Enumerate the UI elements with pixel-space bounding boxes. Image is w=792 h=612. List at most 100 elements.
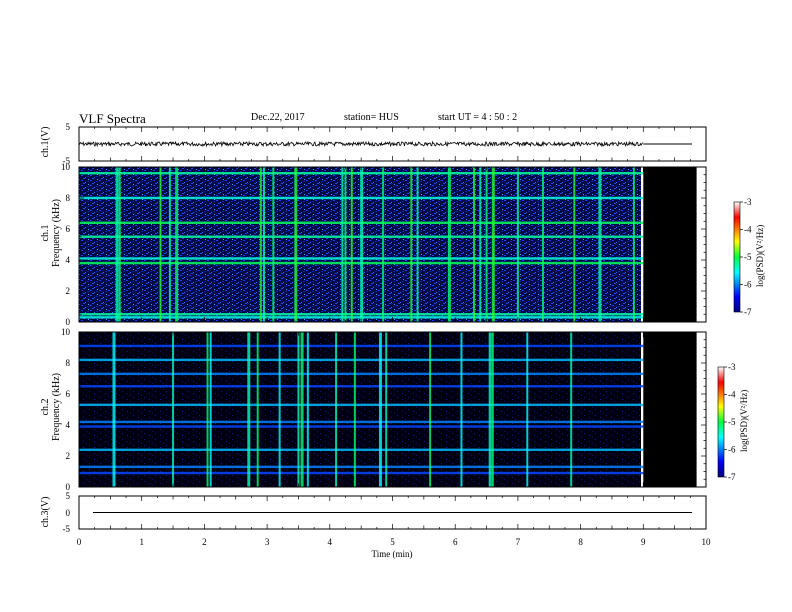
ch2-spectrogram-ytick-label: 2 [66,451,71,461]
time-axis-tick-label: 8 [578,537,583,547]
ch1-colorbar-ticks: -3 -4 -5 -6 -7 [740,197,752,317]
ch1-spectrogram-impulse [115,167,119,322]
ch2-colorbar-tick-label: -6 [728,445,736,455]
ch1-colorbar-tick-label: -7 [744,307,752,317]
ch1-spectrogram-impulse [410,167,413,322]
ch2-colorbar-tick-label: -7 [728,472,736,482]
time-axis-tick-label: 9 [641,537,646,547]
ch1-spectrogram-ytick-label: 2 [66,286,71,296]
time-axis-tick-labels: 0 1 2 3 4 5 6 7 8 9 10 [77,537,711,547]
ch1-colorbar-tick-label: -5 [744,252,752,262]
figure-title: VLF Spectra [79,111,146,126]
ch2-spectrogram-band [79,403,644,407]
ch2-spectrogram-band [79,420,644,424]
ch1-colorbar [733,201,741,313]
ch2-colorbar-ticks: -3 -4 -5 -6 -7 [724,362,736,482]
ch1-colorbar-label: log(PSD)(V²/Hz) [755,225,765,287]
date-label: Dec.22, 2017 [251,112,305,123]
ch1-spectrogram-impulse [262,167,265,322]
time-axis-tick-label: 1 [139,537,144,547]
ch2-spectrogram-impulse [256,332,259,487]
time-axis-tick-label: 7 [516,537,521,547]
time-axis-tick-label: 10 [702,537,712,547]
ch1-ytick-minus5: -5 [63,156,71,166]
ch2-spectrogram-impulse [206,332,209,487]
ch3-x-ticks [78,496,707,529]
time-axis-tick-label: 3 [265,537,270,547]
ch1-spectrogram-impulse [294,167,298,322]
ch1-ytick-5: 5 [66,122,71,132]
ch2-spectrogram-panel: 0 2 4 6 8 10 -3 -4 -5 -6 -7 log(PSD)(V²/Hz) [61,327,749,492]
ch2-colorbar-label: log(PSD)(V²/Hz) [739,390,749,452]
ch2-spectrogram-bands [79,344,644,475]
ch2-spectrogram-ytick-label: 10 [61,327,71,337]
ch3-ytick-0: 0 [66,508,71,518]
ch1-spectrogram-panel: 0 2 4 6 8 10 -3 -4 -5 -6 -7 log(PSD)(V²/Hz) [61,162,765,327]
time-axis-tick-label: 4 [328,537,333,547]
ch1-spectrogram-impulse [485,167,488,322]
ch2-spectrogram-band [79,385,644,388]
ch1-spectrogram-impulse [598,167,602,322]
ch2-spectrogram-y-ticks: 0 2 4 6 8 10 [61,327,706,492]
ch2-spectrogram-impulse [209,332,212,487]
ch2-spectrogram-ytick-label: 8 [66,358,71,368]
ch2-spectrogram-image [79,332,641,487]
ch2-spectrogram-impulse [297,332,300,487]
ch1-waveform-panel: 5 -5 [63,122,707,166]
ch1-spectrogram-impulse [350,167,353,322]
ch2-spectrogram-impulse [429,332,432,487]
ch1-spectrogram-impulse [118,167,121,322]
start-time-label: start UT = 4 : 50 : 2 [438,112,518,123]
ch1-spectrogram-impulse [272,167,275,322]
ch2-colorbar-tick-label: -3 [728,362,736,372]
ch1-spectrogram-impulse [341,167,344,322]
ch1-spectrogram-impulse [573,167,576,322]
ch2-spectrogram-impulse [378,332,382,487]
time-axis-tick-label: 2 [202,537,207,547]
ch2-spectrogram-impulse [112,332,116,487]
ch1-spectrogram-impulse [491,167,495,322]
ch2-spectrogram-impulse [570,332,573,487]
ch1-spectrogram-impulse [473,167,476,322]
ch2-spectrogram-impulses [112,332,573,487]
ch1-spectrogram-impulse [632,167,635,322]
ch2-spectrogram-impulse [172,332,175,487]
ch2-spectrogram-impulse [335,332,338,487]
ch1-spectrogram-impulse [360,167,364,322]
ch1-spectrogram-impulse [344,167,347,322]
ch2-colorbar-tick-label: -5 [728,417,736,427]
ch2-spectrogram-impulse [306,332,309,487]
ch1-spectrogram-impulse [168,167,171,322]
ch2-spectrogram-ytick-label: 6 [66,389,71,399]
ch2-spectrogram-band [79,372,644,376]
ch1-spectrogram-ytick-label: 6 [66,224,71,234]
ch1-spectrogram-impulse [516,167,519,322]
ch1-spectrogram-impulse [175,167,179,322]
ch2-spectrogram-band [79,358,644,362]
ch1-spectrogram-impulse [259,167,262,322]
ch1-waveform-trace [78,140,644,148]
ch1-spectrogram-ytick-label: 10 [61,162,71,172]
ch1-spectrogram-impulse [382,167,385,322]
ch2-spectrogram-impulse [460,332,463,487]
ch3-ytick-5: 5 [66,491,71,501]
ch3-ytick-minus5: -5 [63,524,71,534]
ch2-spectrogram-band [79,471,644,475]
ch1-colorbar-tick-label: -4 [744,225,752,235]
ch1-spectrogram-x-ticks [78,167,707,322]
ch2-spectrogram-impulse [353,332,356,487]
ch2-colorbar-tick-label: -4 [728,390,736,400]
ch2-spectrogram-impulse [247,332,251,487]
ch1-spectrogram-impulse [416,167,419,322]
ch2-spectrogram-impulse [491,332,494,487]
ch1-spectrogram-image [79,167,641,322]
ch1-colorbar-tick-label: -3 [744,197,752,207]
ch2-colorbar [717,366,725,478]
ch1-spectrogram-impulse [447,167,451,322]
ch2-spectrogram-impulse [488,332,492,487]
time-axis-label: Time (min) [372,549,413,559]
ch1-spectrogram-impulse [159,167,162,322]
ch1-x-ticks [78,127,707,161]
ch2-spectrogram-impulse [385,332,388,487]
ch1-spectrogram-impulses [115,167,635,322]
